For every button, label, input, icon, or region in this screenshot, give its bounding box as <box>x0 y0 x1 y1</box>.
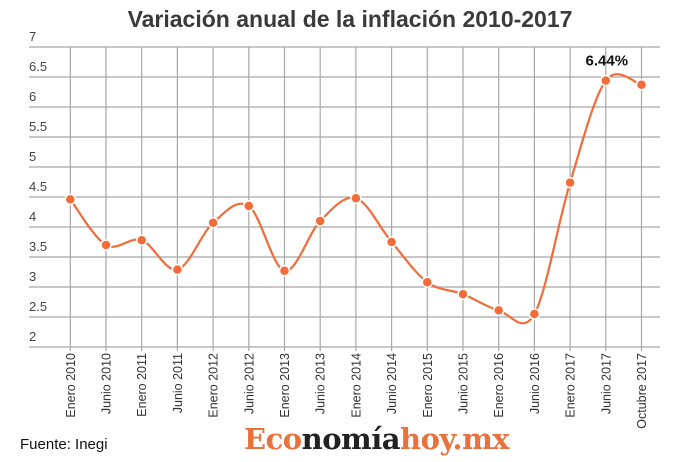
x-tick-label: Junio 2017 <box>599 353 613 414</box>
y-tick-label: 7 <box>29 29 36 44</box>
data-point <box>278 265 291 277</box>
data-point <box>207 217 219 229</box>
x-tick-label: Enero 2012 <box>207 353 221 418</box>
y-tick-label: 6.5 <box>29 59 47 74</box>
data-point <box>64 193 77 206</box>
data-point <box>421 276 434 288</box>
x-tick-label: Junio 2011 <box>171 353 185 413</box>
x-tick-label: Junio 2013 <box>314 353 328 414</box>
x-tick-label: Enero 2017 <box>564 353 578 418</box>
y-tick-label: 2.5 <box>29 299 47 314</box>
chart-title: Variación anual de la inflación 2010-201… <box>127 6 573 32</box>
logo-part-2: nomía <box>301 422 401 456</box>
data-point <box>350 192 362 204</box>
data-point <box>171 263 184 276</box>
data-point <box>385 236 398 248</box>
x-tick-label: Junio 2015 <box>457 353 471 414</box>
y-tick-label: 6 <box>29 89 36 104</box>
data-point <box>314 215 326 227</box>
peak-annotation: 6.44% <box>586 53 629 70</box>
data-point <box>635 79 648 91</box>
y-tick-label: 3.5 <box>29 239 47 254</box>
y-tick-label: 2 <box>29 329 36 344</box>
data-point <box>528 308 541 320</box>
y-tick-label: 5 <box>29 149 36 164</box>
data-point <box>243 200 255 212</box>
data-point <box>135 234 148 246</box>
x-tick-label: Enero 2014 <box>349 353 363 418</box>
y-tick-label: 3 <box>29 269 36 284</box>
x-tick-label: Junio 2010 <box>100 353 114 414</box>
data-point <box>457 288 469 300</box>
logo-part-1: Eco <box>244 422 302 456</box>
logo: Economíahoy.mx <box>244 422 510 456</box>
y-tick-label: 4.5 <box>29 179 47 194</box>
y-tick-label: 5.5 <box>29 119 47 134</box>
data-point <box>492 304 505 317</box>
data-point <box>600 74 612 87</box>
x-tick-label: Enero 2010 <box>64 353 78 418</box>
y-tick-label: 4 <box>29 209 36 224</box>
x-tick-label: Junio 2012 <box>242 353 256 414</box>
x-tick-label: Junio 2016 <box>528 353 542 414</box>
x-tick-label: Enero 2015 <box>421 353 435 418</box>
x-tick-label: Octubre 2017 <box>635 353 649 429</box>
x-tick-label: Junio 2014 <box>385 353 399 414</box>
x-tick-label: Enero 2011 <box>135 353 149 417</box>
data-point <box>100 239 112 251</box>
logo-part-3: hoy.mx <box>400 422 510 456</box>
x-tick-label: Enero 2013 <box>278 353 292 418</box>
source-note: Fuente: Inegi <box>20 436 108 453</box>
x-tick-label: Enero 2016 <box>492 353 506 418</box>
data-point <box>564 176 576 189</box>
